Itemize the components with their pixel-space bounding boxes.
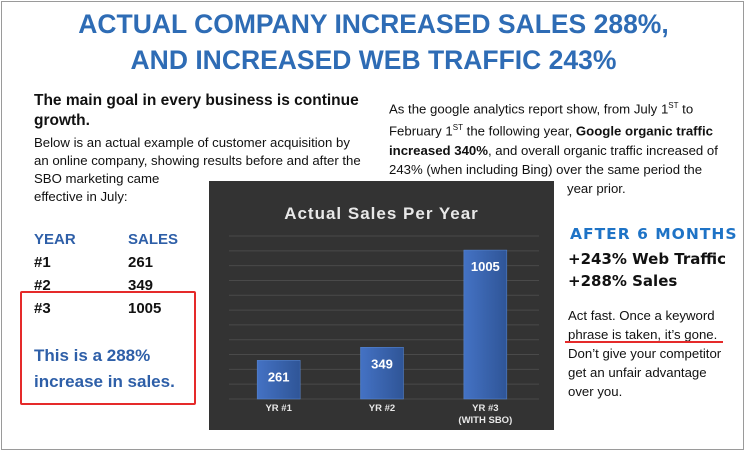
cta-line-5: over you. [568, 384, 623, 399]
row-year: #3 [34, 300, 51, 317]
page-headline: ACTUAL COMPANY INCREASED SALES 288%, AND… [0, 6, 747, 78]
cta-line-2: phrase is taken, it’s gone. [568, 327, 718, 342]
analytics-sup: ST [668, 101, 679, 110]
sales-gain: +288% Sales [568, 272, 678, 290]
chart-canvas: 261 YR #1 349 YR #2 1005 YR #3(WITH SBO) [229, 235, 539, 426]
cta-line-3: Don’t give your competitor [568, 346, 722, 361]
goal-heading: The main goal in every business is conti… [34, 91, 384, 131]
chart-category-label: YR #3 [472, 403, 498, 414]
increase-callout: This is a 288% increase in sales. [34, 343, 175, 395]
analytics-paragraph: As the google analytics report show, fro… [389, 96, 739, 198]
analytics-text: As the google analytics report show, fro… [389, 101, 669, 117]
col-header-year: YEAR [34, 231, 76, 248]
chart-bar [463, 249, 508, 400]
row-year: #1 [34, 254, 51, 271]
intro-line-2: an online company, showing results befor… [34, 153, 361, 168]
chart-value-label: 261 [268, 369, 290, 384]
analytics-text: 243% (when including Bing) over the same… [389, 161, 703, 177]
row-sales: 349 [128, 277, 154, 294]
chart-value-label: 1005 [471, 259, 500, 274]
row-sales: 1005 [128, 300, 162, 317]
analytics-text: February 1 [389, 123, 453, 139]
analytics-text: the following year, [463, 123, 576, 139]
call-to-action: Act fast. Once a keyword phrase is taken… [568, 306, 743, 401]
headline-line-2: AND INCREASED WEB TRAFFIC 243% [130, 45, 617, 75]
headline-line-1: ACTUAL COMPANY INCREASED SALES 288%, [78, 9, 669, 39]
analytics-text: to [678, 101, 694, 117]
after-heading: AFTER 6 MONTHS [570, 225, 738, 243]
analytics-sup: ST [452, 123, 464, 133]
goal-line-1: The main goal in every business is conti… [34, 92, 359, 109]
chart-category-label: YR #2 [369, 403, 395, 414]
row-year: #2 [34, 277, 51, 294]
cta-underline [565, 341, 723, 343]
sales-chart: Actual Sales Per Year 261 YR #1 349 YR #2 10… [209, 181, 554, 430]
row-sales: 261 [128, 254, 154, 271]
intro-line-3: SBO marketing came [34, 171, 160, 186]
analytics-bold: Google organic traffic [575, 123, 713, 139]
analytics-text: , and overall organic traffic increased … [487, 142, 718, 158]
chart-bar [256, 360, 301, 400]
chart-category-label: YR #1 [265, 403, 292, 414]
chart-title: Actual Sales Per Year [284, 204, 479, 223]
highlight-box [20, 291, 196, 405]
analytics-bold: increased 340% [389, 142, 488, 158]
chart-bar [360, 347, 404, 400]
goal-line-2: growth. [34, 112, 90, 129]
chart-category-sublabel: (WITH SBO) [458, 415, 512, 426]
cta-line-1: Act fast. Once a keyword [568, 308, 715, 323]
increase-line-1: This is a 288% [34, 346, 151, 365]
intro-paragraph: Below is an actual example of customer a… [34, 134, 384, 206]
increase-line-2: increase in sales. [34, 372, 175, 391]
intro-line-1: Below is an actual example of customer a… [34, 135, 350, 150]
traffic-gain: +243% Web Traffic [568, 250, 726, 268]
chart-value-label: 349 [371, 356, 393, 371]
col-header-sales: SALES [128, 231, 179, 248]
analytics-text: year prior. [567, 180, 626, 196]
intro-line-4: effective in July: [34, 189, 128, 204]
cta-line-4: get an unfair advantage [568, 365, 707, 380]
